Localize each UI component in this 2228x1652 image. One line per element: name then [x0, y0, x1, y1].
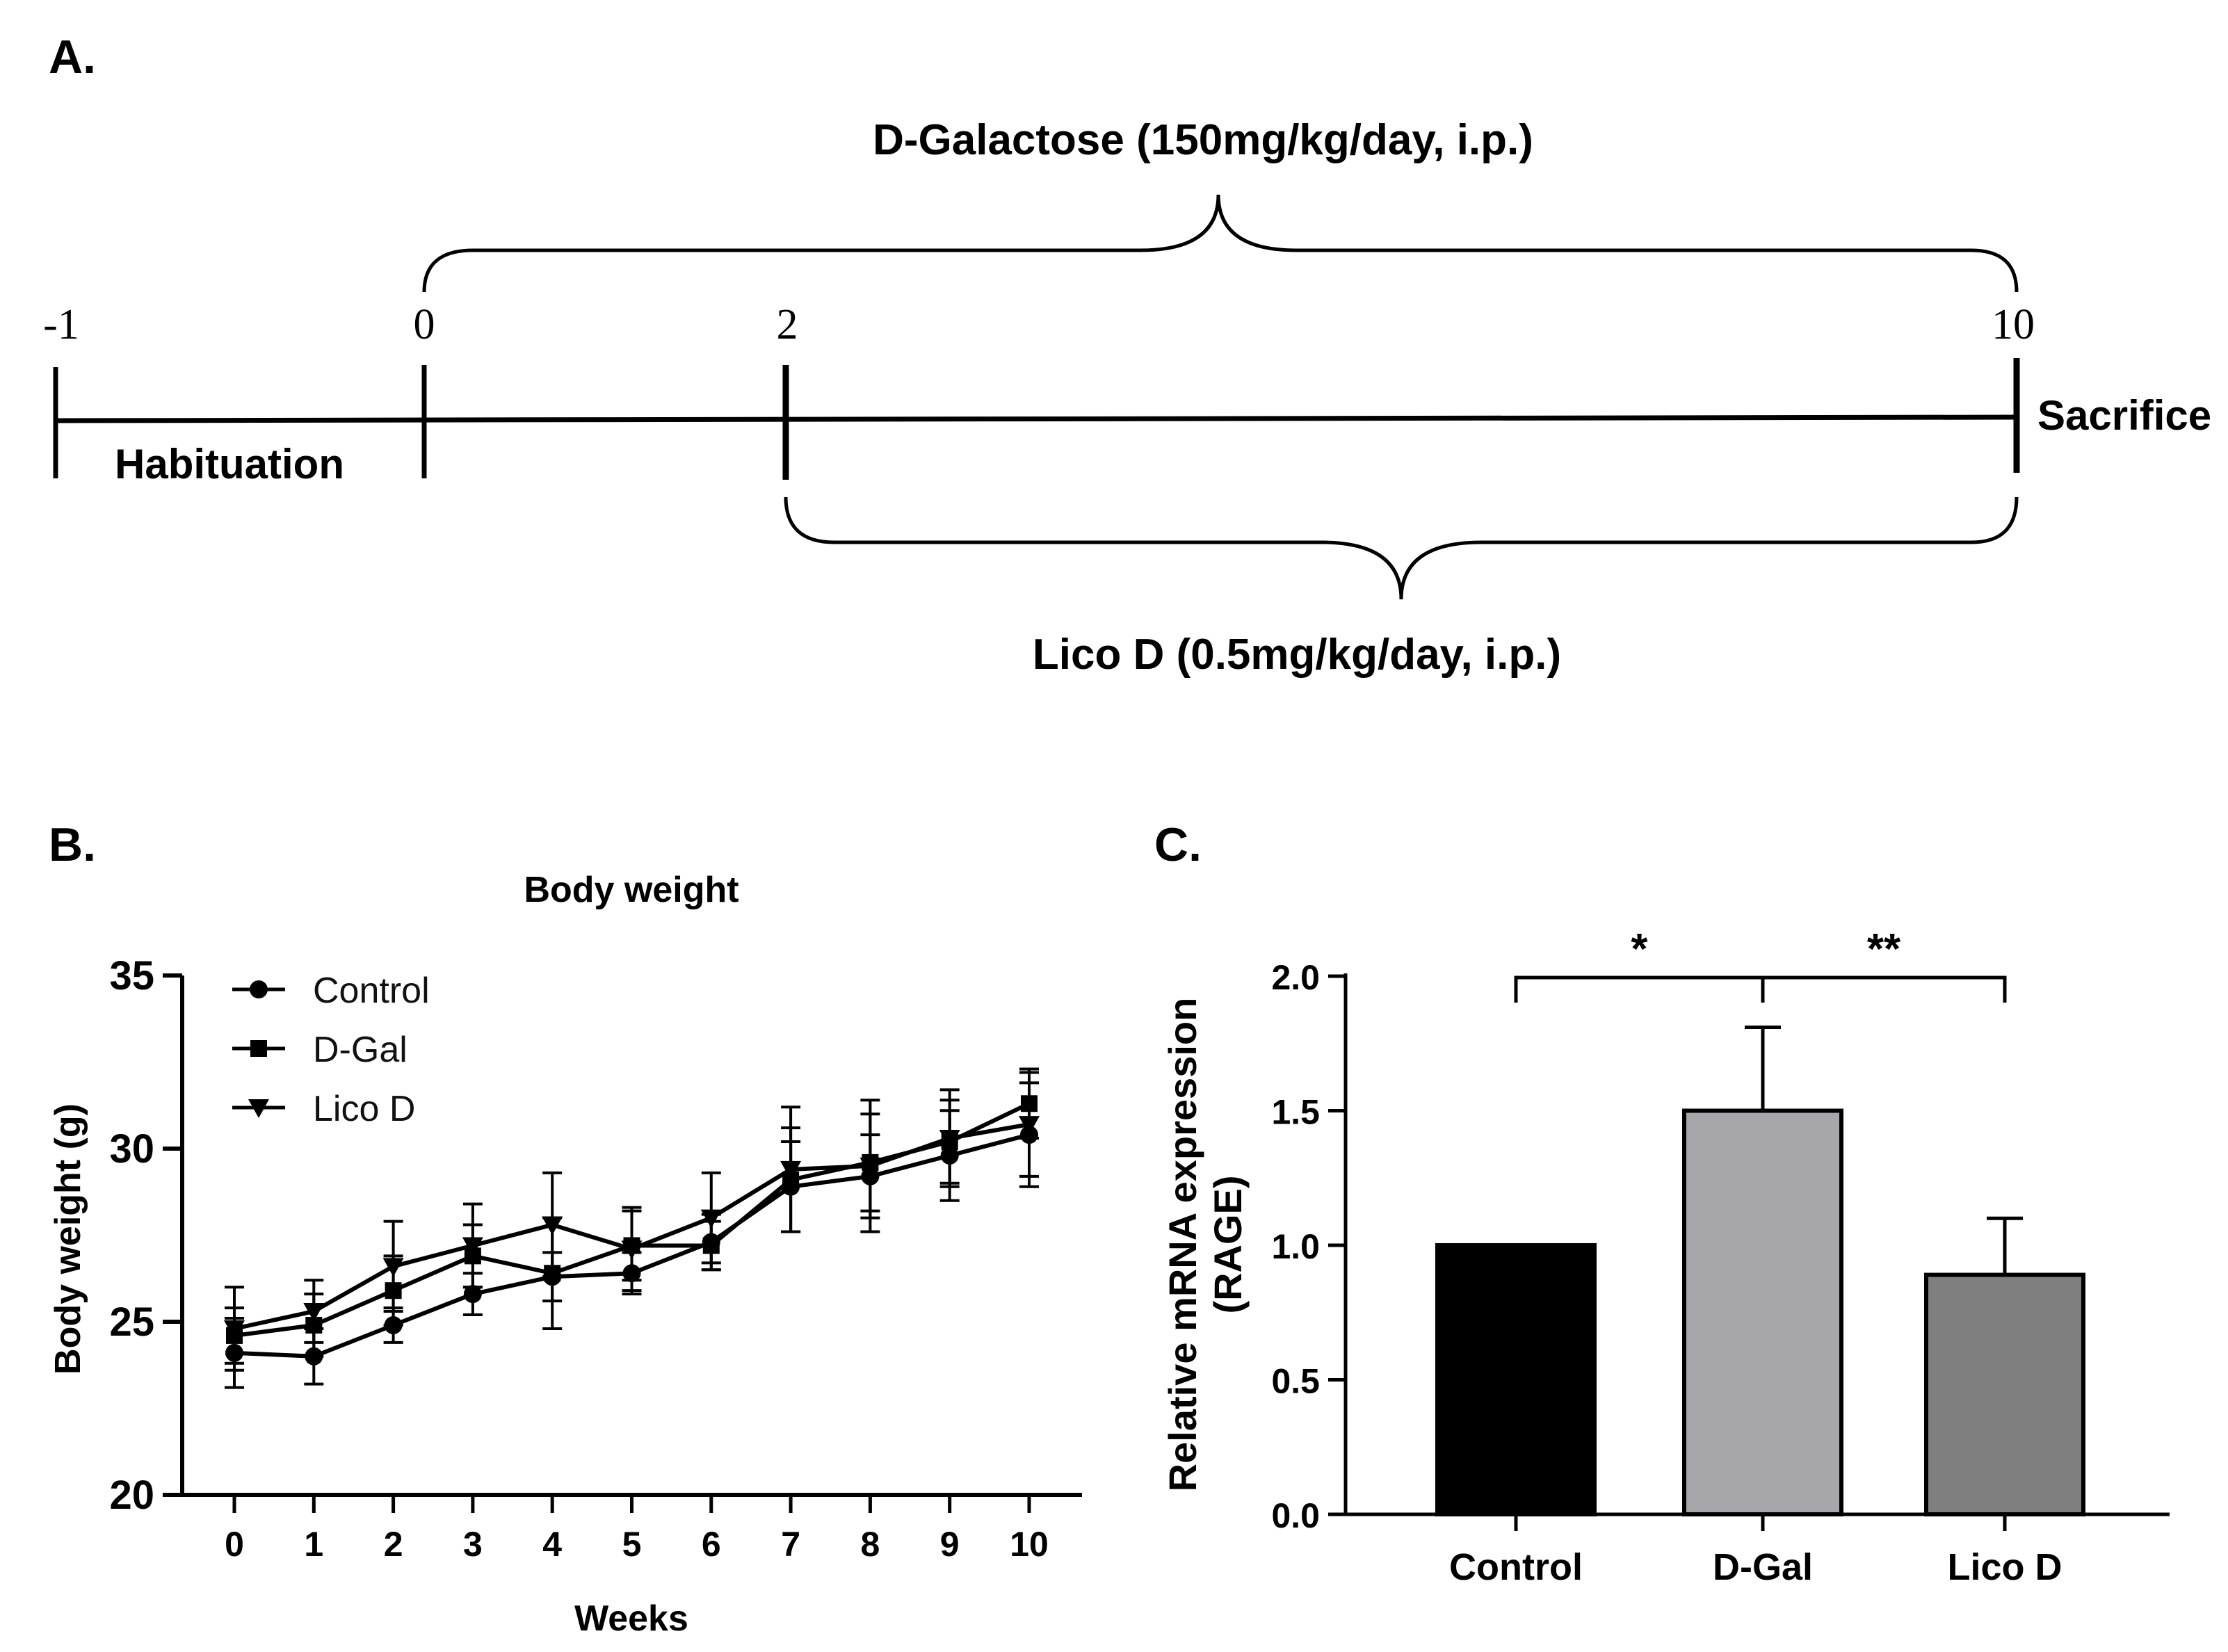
body-weight-x-tick-label: 7: [781, 1525, 800, 1564]
lico-d-point: [700, 1209, 722, 1229]
rage-significance: * **: [1514, 925, 2007, 1003]
body-weight-x-tick-label: 0: [225, 1525, 244, 1564]
lico-d-point: [1019, 1116, 1040, 1135]
lico-d-point: [939, 1130, 960, 1149]
body-weight-x-tick-label: 4: [542, 1525, 562, 1564]
lico-d-point: [859, 1157, 881, 1176]
panel-b-letter: B.: [49, 818, 96, 871]
body-weight-y-tick-label: 20: [109, 1473, 154, 1518]
rage-x-tick-label: Control: [1449, 1546, 1583, 1588]
legend-marker-lico-d: [248, 1099, 269, 1118]
rage-y-tick-label: 1.0: [1271, 1227, 1320, 1266]
body-weight-x-tick-label: 10: [1010, 1525, 1049, 1564]
body-weight-legend: Control D-Gal Lico D: [232, 971, 430, 1129]
rage-y-tick-label: 0.5: [1271, 1362, 1320, 1401]
body-weight-x-tick-label: 6: [702, 1525, 721, 1564]
rage-y-tick-label: 0.0: [1271, 1496, 1320, 1535]
body-weight-x-tick-label: 8: [860, 1525, 880, 1564]
legend-marker-d-gal: [250, 1040, 267, 1057]
dgal-treatment-label: D-Galactose (150mg/kg/day, i.p.): [873, 116, 1533, 164]
body-weight-y-tick-label: 30: [109, 1126, 154, 1172]
habituation-label: Habituation: [115, 441, 344, 487]
rage-y-tick-label: 2.0: [1271, 958, 1320, 997]
timeline-axis: [55, 414, 2017, 423]
body-weight-x-axis-label: Weeks: [574, 1598, 688, 1639]
licod-treatment-label: Lico D (0.5mg/kg/day, i.p.): [1033, 631, 1561, 679]
panel-c-letter: C.: [1154, 818, 1202, 871]
significance-bracket: [1514, 975, 1765, 1003]
rage-y-axis-label-line1: Relative mRNA expression: [1161, 998, 1204, 1492]
lico-d-point: [780, 1160, 802, 1180]
significance-label: **: [1867, 925, 1901, 973]
rage-y-axis-label-line2: (RAGE): [1206, 1175, 1250, 1313]
legend-label-d-gal: D-Gal: [313, 1030, 407, 1070]
rage-y-tick-label: 1.5: [1271, 1093, 1320, 1132]
rage-x-tick-label: D-Gal: [1713, 1546, 1813, 1588]
lico-d-point: [462, 1237, 483, 1256]
body-weight-x-tick-label: 5: [622, 1525, 642, 1564]
panel-b: B. Body weight 20 25 30 35 0 1 2 3 4 5 6 7 8 9 10 Wee…: [48, 818, 1082, 1639]
lico-d-point: [621, 1240, 643, 1260]
bar-lico-d: [1924, 1272, 2085, 1516]
dgal-brace: [422, 194, 2019, 293]
licod-brace: [784, 496, 2019, 600]
rage-y-ticks: 0.0 0.5 1.0 1.5 2.0: [1271, 958, 1346, 1535]
rage-x-tick-label: Lico D: [1947, 1546, 2062, 1588]
body-weight-y-tick-label: 35: [109, 953, 154, 998]
body-weight-x-tick-label: 2: [384, 1525, 403, 1564]
body-weight-series: [224, 1067, 1040, 1389]
body-weight-x-ticks: 0 1 2 3 4 5 6 7 8 9 10: [225, 1495, 1049, 1564]
bar-d-gal: [1682, 1108, 1843, 1516]
body-weight-chart-title: Body weight: [524, 870, 738, 910]
sacrifice-label: Sacrifice: [2037, 392, 2211, 439]
lico-d-point: [382, 1258, 404, 1277]
bar-control: [1435, 1243, 1597, 1516]
panel-c: C. 0.00.51.01.52.0 Control D-Gal Lico D * *…: [1154, 818, 2170, 1588]
timeline-label-minus1: -1: [43, 301, 79, 348]
panel-a: A. -1 0 2 10 Habituation Sacrifice D-Gal…: [43, 31, 2211, 679]
body-weight-y-ticks: 20 25 30 35: [109, 953, 182, 1518]
legend-label-lico-d: Lico D: [313, 1089, 415, 1129]
timeline-label-0: 0: [414, 301, 435, 348]
lico-d-point: [224, 1320, 245, 1339]
body-weight-x-tick-label: 1: [304, 1525, 323, 1564]
legend-label-control: Control: [313, 971, 430, 1011]
lico-d-point: [303, 1303, 325, 1322]
panel-a-letter: A.: [49, 31, 96, 83]
rage-bars: [1435, 1026, 2085, 1516]
rage-x-ticks: Control D-Gal Lico D: [1449, 1514, 2062, 1588]
body-weight-y-tick-label: 25: [109, 1299, 154, 1345]
timeline-label-2: 2: [777, 301, 798, 348]
body-weight-y-axis-label: Body weight (g): [48, 1103, 88, 1375]
body-weight-x-tick-label: 3: [463, 1525, 483, 1564]
control-point: [463, 1285, 482, 1304]
lico-d-point: [542, 1216, 563, 1236]
body-weight-x-tick-label: 9: [940, 1525, 960, 1564]
timeline-label-10: 10: [1992, 301, 2035, 348]
legend-marker-control: [250, 980, 268, 998]
significance-bracket: [1761, 975, 2007, 1003]
series-lico-d: [224, 1071, 1040, 1372]
significance-label: *: [1631, 925, 1648, 973]
